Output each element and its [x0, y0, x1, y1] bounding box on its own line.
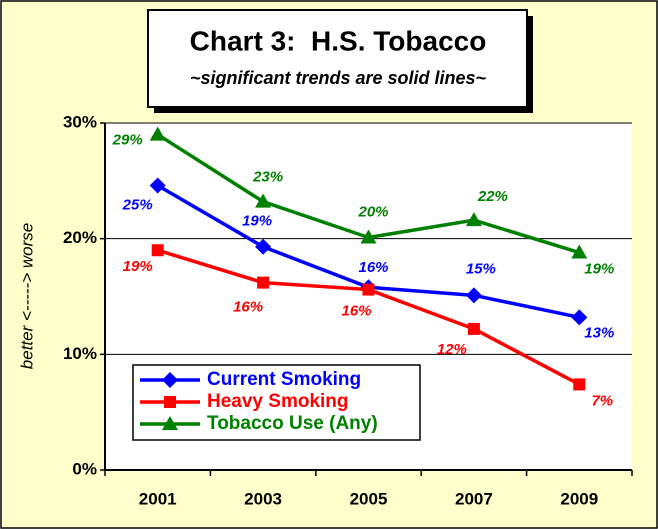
- data-label: 22%: [477, 188, 508, 205]
- x-tick-label: 2007: [455, 489, 493, 508]
- legend-label: Tobacco Use (Any): [207, 413, 378, 434]
- legend-label: Heavy Smoking: [207, 391, 349, 412]
- data-label: 19%: [123, 258, 153, 275]
- marker: [467, 322, 480, 335]
- marker: [571, 244, 588, 259]
- marker: [255, 193, 272, 208]
- marker: [162, 372, 178, 388]
- y-tick-label: 30%: [63, 112, 97, 131]
- y-tick-label: 0%: [72, 459, 97, 478]
- marker: [164, 396, 176, 408]
- x-tick-label: 2005: [350, 489, 388, 508]
- marker: [573, 378, 586, 391]
- data-label: 19%: [584, 261, 614, 278]
- marker: [151, 244, 164, 257]
- marker: [360, 229, 377, 244]
- marker: [465, 212, 482, 227]
- data-label: 13%: [584, 324, 614, 341]
- x-tick-label: 2009: [560, 489, 598, 508]
- x-tick-label: 2001: [139, 489, 177, 508]
- chart-subtitle: ~significant trends are solid lines~: [190, 68, 487, 88]
- marker: [255, 238, 272, 255]
- data-label: 16%: [358, 259, 388, 276]
- data-label: 12%: [437, 341, 467, 358]
- y-axis-label: better <-----> worse: [17, 223, 36, 369]
- marker: [465, 287, 482, 304]
- marker: [162, 416, 178, 430]
- data-label: 29%: [112, 132, 143, 149]
- data-label: 7%: [591, 392, 613, 409]
- marker: [149, 126, 166, 141]
- data-label: 16%: [341, 303, 371, 320]
- legend-label: Current Smoking: [207, 369, 361, 390]
- title-box: [147, 9, 528, 108]
- data-label: 19%: [242, 213, 272, 230]
- marker: [362, 283, 375, 296]
- y-tick-label: 20%: [63, 228, 97, 247]
- data-label: 20%: [357, 203, 388, 220]
- data-label: 25%: [122, 196, 153, 213]
- x-tick-label: 2003: [244, 489, 282, 508]
- marker: [571, 309, 588, 326]
- data-label: 16%: [233, 299, 263, 316]
- chart-title: Chart 3: H.S. Tobacco: [190, 25, 487, 56]
- data-label: 15%: [466, 260, 496, 277]
- y-tick-label: 10%: [63, 344, 97, 363]
- marker: [149, 177, 166, 194]
- data-label: 23%: [252, 169, 283, 186]
- marker: [257, 276, 270, 289]
